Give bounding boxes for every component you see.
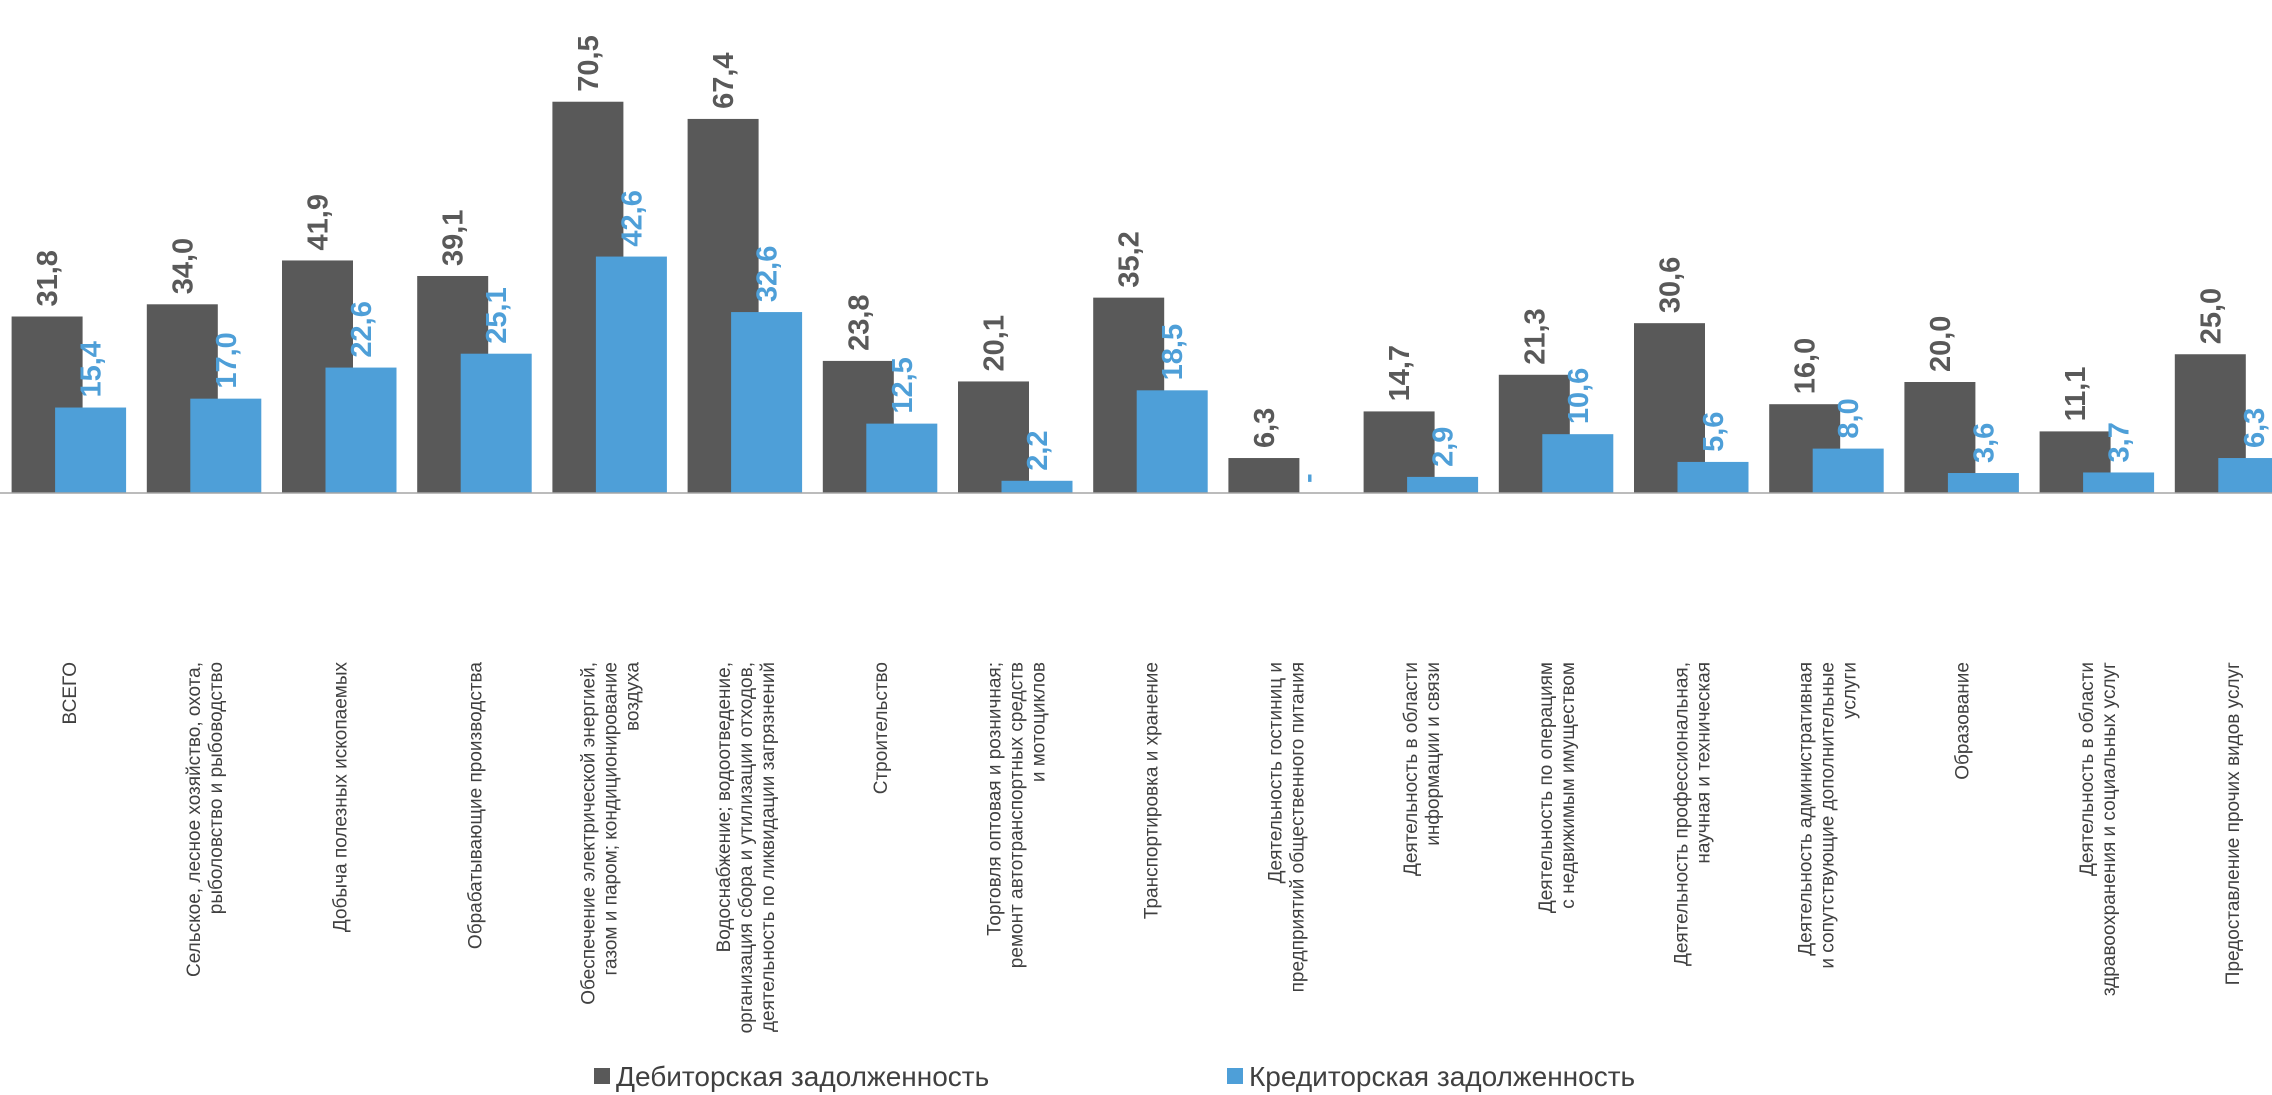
value-label: 25,0 <box>2195 288 2227 344</box>
value-label: 31,8 <box>32 250 64 306</box>
bar <box>1677 461 1749 493</box>
bar <box>2083 472 2155 493</box>
category-label: ВСЕГО <box>60 662 81 724</box>
category-label: Предоставление прочих видов услуг <box>2223 662 2244 985</box>
bar <box>190 398 262 493</box>
category-label: Деятельность гостиниц ипредприятий общес… <box>1266 662 1309 992</box>
bar <box>1001 480 1073 493</box>
category-label: Водоснабжение; водоотведение,организация… <box>714 662 779 1033</box>
value-label: 21,3 <box>1519 308 1551 364</box>
value-label: 8,0 <box>1833 398 1865 438</box>
legend-swatch <box>594 1068 610 1084</box>
value-label: 17,0 <box>211 332 243 388</box>
bar <box>1136 390 1208 493</box>
category-label: Торговля оптовая и розничная;ремонт авто… <box>984 662 1049 968</box>
value-label: 67,4 <box>708 52 740 108</box>
value-label: 30,6 <box>1655 257 1687 313</box>
bar <box>958 381 1029 493</box>
value-label: 41,9 <box>303 194 335 250</box>
value-label: 15,4 <box>76 341 108 397</box>
bar <box>460 353 532 493</box>
legend-swatch <box>1227 1068 1243 1084</box>
value-label: 18,5 <box>1157 324 1189 380</box>
bar <box>2218 458 2272 493</box>
bar <box>1407 476 1479 493</box>
value-label: 10,6 <box>1563 368 1595 424</box>
category-label: Деятельность профессиональная,научная и … <box>1671 662 1714 966</box>
value-label: 20,1 <box>979 315 1011 371</box>
value-label: 42,6 <box>616 190 648 246</box>
bar <box>325 367 397 493</box>
category-label: Деятельность по операциямс недвижимым им… <box>1536 662 1579 913</box>
bar <box>595 256 667 493</box>
category-label: Деятельность в областиинформации и связи <box>1401 662 1444 876</box>
value-label: 32,6 <box>752 246 784 302</box>
category-label: Образование <box>1953 662 1974 780</box>
value-label: 6,3 <box>1249 408 1281 448</box>
value-label: 3,7 <box>2104 422 2136 462</box>
bar <box>55 407 127 493</box>
legend-label: Кредиторская задолженность <box>1249 1061 1635 1092</box>
category-label: Строительство <box>871 662 892 794</box>
value-label: 12,5 <box>887 357 919 413</box>
bar <box>731 312 803 493</box>
value-label: 16,0 <box>1790 338 1822 394</box>
category-label: Сельское, лесное хозяйство, охота,рыболо… <box>184 662 227 977</box>
category-label: Обрабатывающие производства <box>465 662 486 949</box>
value-label: 14,7 <box>1384 345 1416 401</box>
bar <box>1947 473 2019 493</box>
value-label: - <box>1292 473 1324 483</box>
value-label: 6,3 <box>2239 408 2271 448</box>
bar <box>1542 434 1614 493</box>
value-label: 34,0 <box>167 238 199 294</box>
category-label: Деятельность в областиздравоохранения и … <box>2077 662 2120 996</box>
category-label: Обеспечение электрической энергией,газом… <box>579 662 644 1005</box>
value-label: 2,9 <box>1428 427 1460 467</box>
bar <box>1812 448 1884 493</box>
value-label: 35,2 <box>1114 231 1146 287</box>
value-label: 2,2 <box>1022 430 1054 470</box>
bar <box>866 423 938 493</box>
category-label: Деятельность административнаяи сопутству… <box>1795 662 1860 969</box>
category-label: Добыча полезных ископаемых <box>330 662 351 933</box>
value-label: 39,1 <box>438 210 470 266</box>
value-label: 22,6 <box>346 301 378 357</box>
value-label: 23,8 <box>843 294 875 350</box>
category-label: Транспортировка и хранение <box>1141 662 1162 919</box>
value-label: 11,1 <box>2060 367 2092 422</box>
legend-label: Дебиторская задолженность <box>616 1061 989 1092</box>
value-label: 20,0 <box>1925 316 1957 372</box>
value-label: 5,6 <box>1698 412 1730 452</box>
value-label: 70,5 <box>573 35 605 91</box>
value-label: 3,6 <box>1968 423 2000 463</box>
bar <box>1228 458 1300 493</box>
value-label: 25,1 <box>481 287 513 343</box>
